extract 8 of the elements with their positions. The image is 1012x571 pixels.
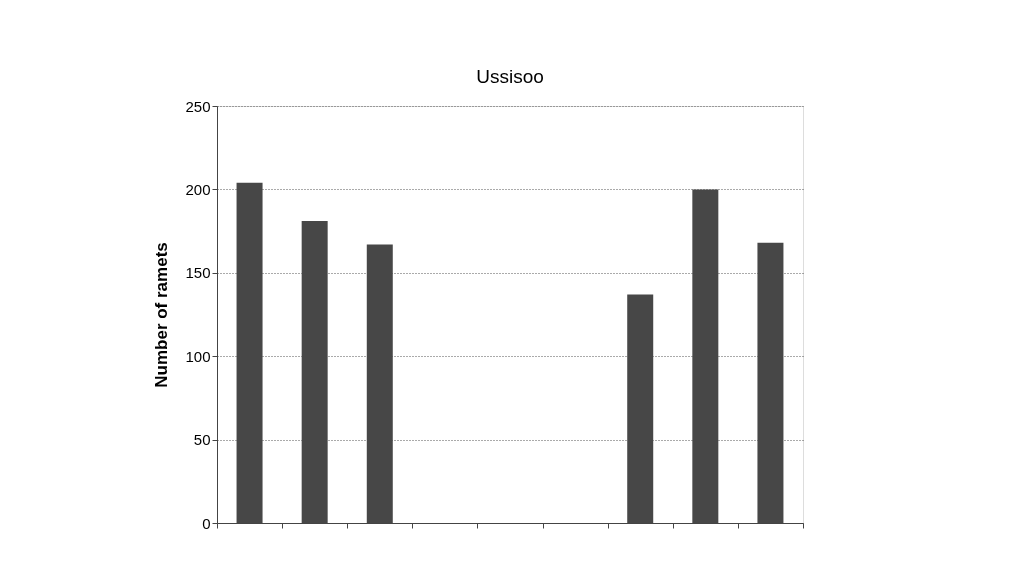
- y-tick-label: 250: [185, 97, 211, 115]
- chart-title: Ussisoo: [476, 66, 544, 87]
- y-tick-label: 0: [202, 514, 211, 532]
- y-axis-title: Number of ramets: [152, 242, 172, 388]
- y-tick-label: 150: [185, 264, 211, 282]
- y-tick-label: 100: [185, 347, 211, 365]
- y-tick-label: 200: [185, 180, 211, 198]
- y-tick-label: 50: [193, 431, 211, 449]
